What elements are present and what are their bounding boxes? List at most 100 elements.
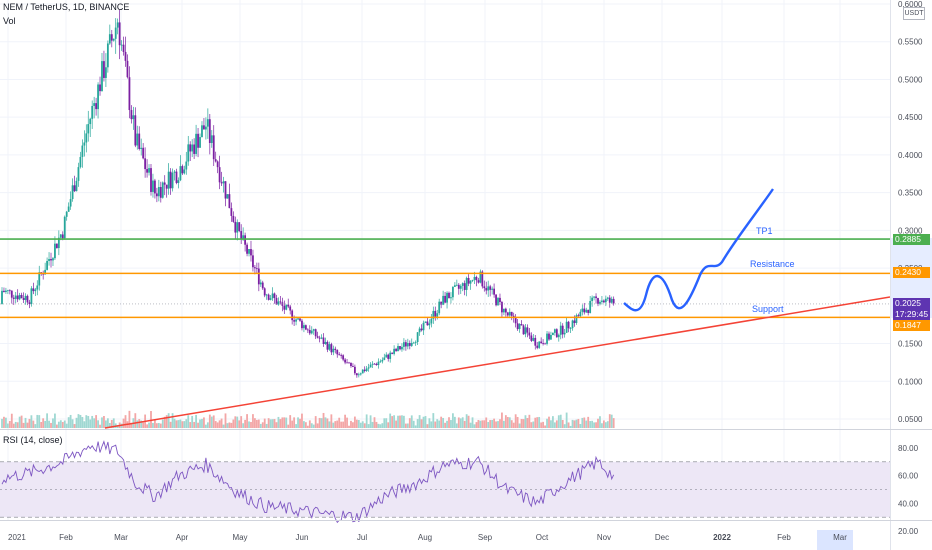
- candle-body: [271, 293, 274, 299]
- candle-body: [534, 337, 537, 346]
- volume-bar: [3, 416, 5, 428]
- volume-bar: [210, 416, 213, 428]
- candle-body: [383, 357, 386, 360]
- volume-bar: [510, 420, 513, 428]
- volume-bar: [246, 414, 248, 428]
- volume-bar: [365, 414, 368, 428]
- volume-bar: [348, 425, 350, 428]
- volume-bar: [432, 413, 435, 428]
- volume-bar: [344, 414, 346, 428]
- volume-bar: [601, 423, 603, 428]
- candle-body: [55, 243, 58, 249]
- time-axis[interactable]: 2021 Feb Mar Apr May Jun Jul Aug Sep Oct Nov Dec 202…: [8, 533, 847, 542]
- candle-body: [510, 311, 513, 316]
- candle-body: [161, 182, 164, 198]
- candle-body: [63, 216, 66, 239]
- volume-bar: [467, 415, 470, 428]
- candle-body: [555, 329, 558, 338]
- volume-bar: [312, 424, 315, 428]
- trendline[interactable]: [104, 296, 891, 429]
- candle-body: [28, 302, 31, 305]
- candle-body: [455, 284, 458, 286]
- candle-body: [267, 294, 270, 300]
- candle-body: [599, 301, 601, 304]
- time-axis-highlight: [817, 530, 853, 550]
- price-tick-label: 0.4000: [898, 151, 923, 160]
- volume-bar: [455, 423, 458, 428]
- candle-body: [428, 323, 431, 326]
- volume-bar: [40, 421, 43, 428]
- volume-bar: [83, 421, 86, 428]
- candle-body: [89, 118, 92, 125]
- candle-body: [128, 77, 131, 111]
- volume-bar: [565, 412, 568, 428]
- volume-bar: [359, 422, 362, 428]
- candle-body: [208, 119, 211, 143]
- candle-body: [6, 290, 9, 292]
- volume-bar: [506, 417, 509, 428]
- volume-bar: [150, 411, 152, 428]
- candle-body: [559, 325, 562, 335]
- candle-body: [250, 249, 252, 256]
- volume-bar: [146, 424, 148, 428]
- volume-bar: [544, 425, 546, 428]
- candle-body: [116, 22, 119, 28]
- candle-body: [189, 144, 192, 152]
- candle-body: [110, 34, 113, 41]
- candle-body: [50, 259, 52, 261]
- candle-body: [448, 292, 450, 299]
- volume-bar: [273, 418, 276, 428]
- candle-body: [489, 286, 492, 290]
- volume-bar: [163, 416, 166, 428]
- candle-body: [369, 364, 372, 368]
- currency-badge[interactable]: USDT: [903, 7, 925, 20]
- volume-bar: [232, 419, 235, 428]
- candle-body: [530, 335, 533, 341]
- volume-bar: [248, 421, 250, 428]
- candle-body: [193, 144, 196, 154]
- candle-body: [430, 318, 433, 324]
- volume-bar: [154, 419, 156, 428]
- volume-bar: [287, 424, 290, 428]
- candle-body: [548, 333, 550, 340]
- candle-body: [508, 311, 511, 316]
- volume-bar: [403, 415, 405, 428]
- candle-body: [85, 133, 88, 143]
- volume-bar: [50, 422, 52, 428]
- candle-body: [573, 320, 576, 324]
- volume-bar: [420, 419, 423, 428]
- candle-body: [350, 362, 352, 366]
- volume-bar: [569, 425, 572, 428]
- volume-label: Vol: [3, 16, 16, 26]
- candle-body: [432, 310, 435, 319]
- candle-body: [114, 27, 117, 39]
- candle-body: [65, 211, 68, 217]
- time-tick-label: Apr: [176, 533, 189, 542]
- volume-bar: [67, 417, 70, 428]
- volume-bar: [501, 412, 503, 428]
- volume-bar: [318, 417, 321, 428]
- candle-body: [316, 336, 319, 338]
- volume-bar: [81, 416, 84, 428]
- volume-bar: [422, 416, 425, 428]
- volume-bar: [281, 417, 284, 428]
- projection-path[interactable]: [623, 188, 774, 312]
- candle-body: [550, 334, 552, 340]
- candle-body: [265, 294, 268, 296]
- volume-bar: [295, 424, 297, 428]
- candle-body: [173, 171, 176, 173]
- volume-bar: [277, 416, 280, 428]
- volume-bar: [571, 419, 574, 428]
- volume-bar: [234, 416, 237, 428]
- candle-body: [5, 290, 7, 293]
- volume-bar: [79, 414, 82, 428]
- candle-body: [403, 342, 405, 347]
- candle-body: [412, 342, 415, 344]
- price-axis[interactable]: 0.6000 0.5500 0.5000 0.4500 0.4000 0.3500 0.30…: [898, 0, 923, 424]
- candle-body: [285, 304, 288, 310]
- rsi-tick-label: 80.00: [898, 444, 919, 453]
- support-price-tag: 0.1847: [893, 320, 930, 331]
- rsi-axis: 80.00 60.00 40.00 20.00: [898, 444, 919, 536]
- candle-body: [152, 180, 154, 192]
